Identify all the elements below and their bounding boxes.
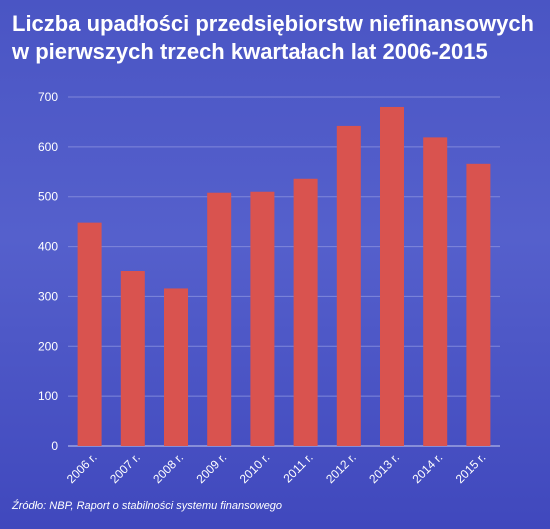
chart-title-line-2: w pierwszych trzech kwartałach lat 2006-… — [12, 39, 488, 64]
y-tick-label: 400 — [38, 240, 58, 254]
y-tick-label: 200 — [38, 339, 58, 353]
x-tick-label: 2009 r. — [193, 450, 229, 486]
x-tick-label: 2012 r. — [323, 450, 359, 486]
y-tick-label: 0 — [51, 439, 58, 453]
y-tick-label: 100 — [38, 389, 58, 403]
x-tick-label: 2006 r. — [64, 450, 100, 486]
x-tick-label: 2014 r. — [409, 450, 445, 486]
x-tick-label: 2013 r. — [366, 450, 402, 486]
bar — [120, 271, 145, 446]
bar — [336, 125, 361, 446]
bar — [466, 163, 491, 446]
bar — [77, 222, 102, 446]
y-tick-label: 500 — [38, 190, 58, 204]
x-tick-label: 2015 r. — [453, 450, 489, 486]
x-tick-label: 2010 r. — [237, 450, 273, 486]
bar — [423, 137, 448, 447]
bar — [293, 178, 318, 446]
bar — [164, 288, 188, 446]
y-tick-label: 700 — [38, 90, 58, 104]
y-tick-label: 300 — [38, 289, 58, 303]
bar — [250, 191, 275, 446]
chart-title-line-1: Liczba upadłości przedsiębiorstw niefina… — [12, 11, 534, 36]
x-tick-label: 2007 r. — [107, 450, 143, 486]
bar — [380, 106, 404, 446]
chart-title: Liczba upadłości przedsiębiorstw niefina… — [12, 10, 542, 66]
x-tick-label: 2008 r. — [150, 450, 186, 486]
y-tick-label: 600 — [38, 140, 58, 154]
x-tick-label: 2011 r. — [280, 450, 315, 485]
source-note: Źródło: NBP, Raport o stabilności system… — [12, 500, 283, 512]
bar — [207, 192, 232, 446]
